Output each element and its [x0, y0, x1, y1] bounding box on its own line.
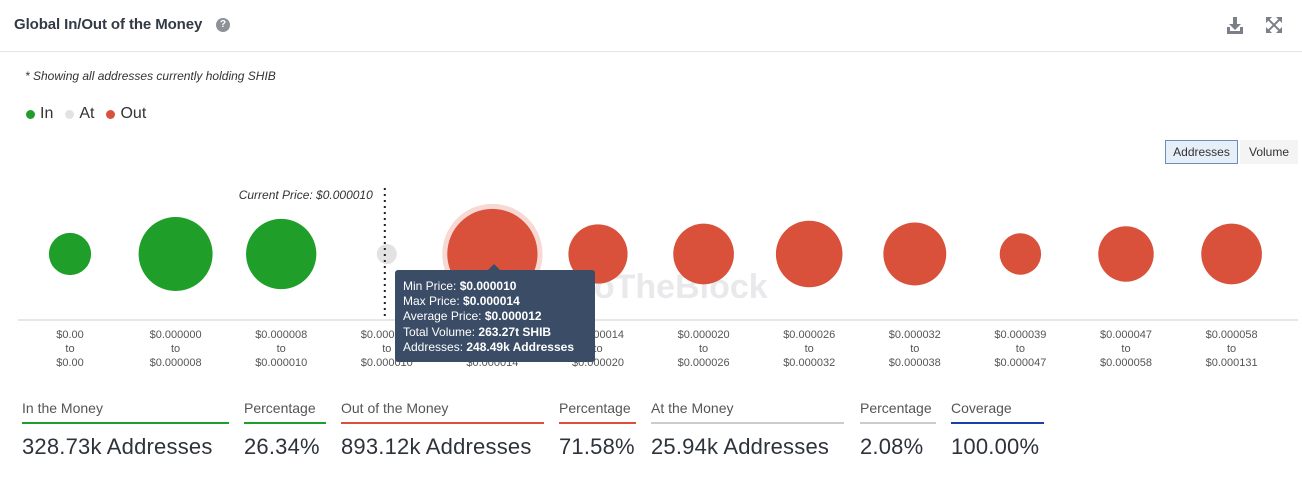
- current-price-label: Current Price: $0.000010: [239, 188, 373, 202]
- stat-label: Percentage: [860, 400, 936, 424]
- stat-value: 25.94k Addresses: [651, 434, 830, 459]
- stat-out-of-the-money: Out of the Money 893.12k Addresses: [341, 400, 544, 460]
- bucket-label: to: [1016, 343, 1025, 355]
- stat-value: 2.08%: [860, 434, 924, 459]
- legend-item-at[interactable]: At: [65, 105, 94, 123]
- bucket-label: to: [699, 343, 708, 355]
- bucket-label: $0.00: [56, 357, 84, 369]
- tooltip-avg-price-label: Average Price:: [403, 309, 482, 324]
- tooltip-addresses-value: 248.49k Addresses: [466, 339, 575, 354]
- stat-out-percentage: Percentage 71.58%: [559, 400, 636, 460]
- stat-label: In the Money: [22, 400, 229, 424]
- bucket-label: $0.000020: [678, 329, 730, 341]
- bucket-label: $0.000032: [783, 357, 835, 369]
- bubble-out[interactable]: [883, 222, 947, 286]
- stat-at-the-money: At the Money 25.94k Addresses: [651, 400, 844, 460]
- bubble-out[interactable]: [673, 223, 734, 285]
- legend-label-out: Out: [120, 105, 147, 122]
- bubble-out[interactable]: [568, 224, 628, 284]
- expand-icon[interactable]: [1264, 15, 1284, 35]
- widget-title: Global In/Out of the Money: [14, 16, 203, 33]
- bucket-label: $0.000038: [889, 357, 941, 369]
- bucket-label: to: [277, 343, 286, 355]
- stat-in-the-money: In the Money 328.73k Addresses: [22, 400, 229, 460]
- tooltip-min-price-label: Min Price:: [403, 279, 457, 293]
- tooltip-min-price: Min Price: $0.000010: [403, 279, 587, 294]
- bucket-label: to: [593, 343, 602, 355]
- bucket-label: $0.000032: [889, 329, 941, 341]
- tooltip-max-price-value: $0.000014: [463, 294, 520, 309]
- tooltip-addresses-label: Addresses:: [403, 339, 464, 354]
- stat-at-percentage: Percentage 2.08%: [860, 400, 936, 460]
- bubble-out[interactable]: [1098, 226, 1154, 282]
- bucket-label: to: [382, 343, 391, 355]
- bucket-label: $0.000008: [255, 329, 307, 341]
- bucket-label: $0.000000: [150, 329, 202, 341]
- bucket-label: to: [1121, 343, 1130, 355]
- bucket-label: to: [171, 343, 180, 355]
- bucket-label: $0.000026: [678, 357, 730, 369]
- bucket-label: $0.000047: [994, 357, 1046, 369]
- bucket-label: $0.000131: [1206, 357, 1258, 369]
- tooltip-volume: Total Volume: 263.27t SHIB: [403, 325, 587, 340]
- stat-label: At the Money: [651, 400, 844, 424]
- stat-value: 100.00%: [951, 434, 1040, 459]
- bucket-label: to: [1227, 343, 1236, 355]
- stat-in-percentage: Percentage 26.34%: [244, 400, 326, 460]
- stat-value: 328.73k Addresses: [22, 434, 213, 459]
- legend-item-in[interactable]: In: [26, 105, 53, 123]
- bubble-at[interactable]: [376, 244, 397, 264]
- stat-label: Percentage: [559, 400, 636, 424]
- legend-dot-in: [26, 109, 35, 119]
- bubble-in[interactable]: [48, 232, 92, 276]
- chart-legend: In At Out: [26, 105, 146, 123]
- download-icon[interactable]: [1225, 15, 1245, 35]
- bucket-label: to: [805, 343, 814, 355]
- tooltip-max-price: Max Price: $0.000014: [403, 294, 587, 309]
- tooltip-addresses: Addresses: 248.49k Addresses: [403, 340, 587, 355]
- widget-header: Global In/Out of the Money ?: [0, 0, 1302, 52]
- tooltip-volume-label: Total Volume:: [403, 324, 476, 339]
- stat-label: Percentage: [244, 400, 326, 424]
- tooltip-arrow: [488, 264, 500, 270]
- legend-item-out[interactable]: Out: [106, 105, 146, 123]
- bucket-label: $0.000026: [783, 329, 835, 341]
- bucket-label: $0.00: [56, 329, 84, 341]
- bucket-label: to: [910, 343, 919, 355]
- bubble-in[interactable]: [246, 218, 317, 290]
- addresses-toggle-button[interactable]: Addresses: [1165, 140, 1238, 164]
- bubble-in[interactable]: [138, 217, 213, 291]
- bucket-label: $0.000008: [150, 357, 202, 369]
- legend-dot-at: [65, 109, 75, 119]
- tooltip-avg-price: Average Price: $0.000012: [403, 309, 587, 324]
- legend-label-in: In: [40, 105, 54, 122]
- stat-value: 71.58%: [559, 434, 635, 459]
- stat-label: Out of the Money: [341, 400, 544, 424]
- bucket-label: $0.000010: [255, 357, 307, 369]
- tooltip-avg-price-value: $0.000012: [484, 309, 542, 324]
- bubble-chart: IntoTheBlock $0.00to$0.00$0.000000to$0.0…: [18, 188, 1298, 369]
- legend-dot-out: [106, 109, 116, 119]
- tooltip-min-price-value: $0.000010: [459, 279, 517, 293]
- bubble-out[interactable]: [775, 220, 843, 288]
- tooltip-max-price-label: Max Price:: [403, 294, 460, 309]
- volume-toggle-button[interactable]: Volume: [1240, 140, 1298, 164]
- bucket-label: $0.000058: [1206, 329, 1258, 341]
- legend-label-at: At: [79, 105, 95, 122]
- bucket-label: $0.000058: [1100, 357, 1152, 369]
- bucket-label: $0.000039: [994, 329, 1046, 341]
- holding-note: * Showing all addresses currently holdin…: [25, 69, 276, 83]
- stat-value: 893.12k Addresses: [341, 434, 532, 459]
- stat-value: 26.34%: [244, 434, 320, 459]
- summary-stats: In the Money 328.73k Addresses Percentag…: [0, 400, 1302, 480]
- tooltip-volume-value: 263.27t SHIB: [478, 324, 552, 339]
- stat-label: Coverage: [951, 400, 1044, 424]
- bubble-out[interactable]: [1201, 223, 1262, 285]
- bucket-label: to: [65, 343, 74, 355]
- bubble-tooltip: Min Price: $0.000010 Max Price: $0.00001…: [395, 264, 595, 362]
- help-icon[interactable]: ?: [216, 18, 230, 32]
- bubble-out[interactable]: [999, 233, 1042, 275]
- stat-coverage: Coverage 100.00%: [951, 400, 1044, 460]
- bucket-label: $0.000047: [1100, 329, 1152, 341]
